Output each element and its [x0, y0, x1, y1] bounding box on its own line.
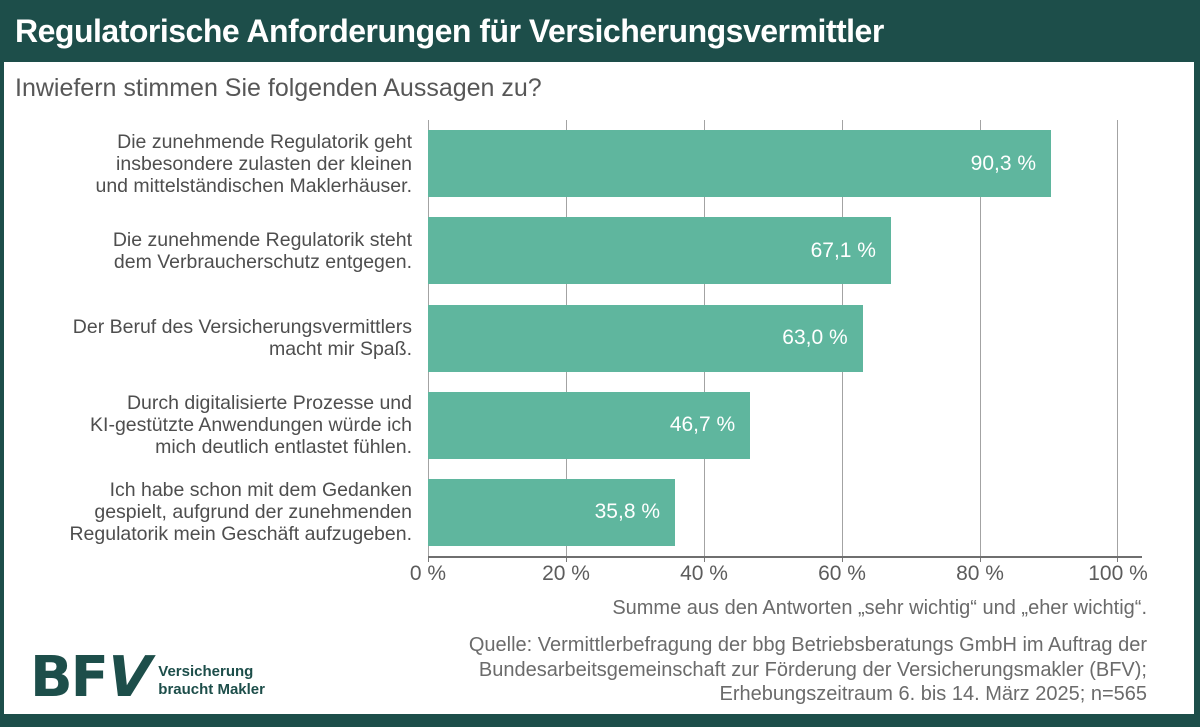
source-text: Quelle: Vermittlerbefragung der bbg Betr… [468, 634, 1147, 705]
chart-row: Die zunehmende Regulatorik geht insbeson… [15, 120, 1142, 207]
x-tick-label: 40 % [680, 562, 728, 585]
bfv-logo: BFV Versicherung braucht Makler [30, 645, 265, 710]
frame-border-bottom [0, 714, 1200, 727]
page-title: Regulatorische Anforderungen für Versich… [15, 12, 884, 49]
x-tick-label: 0 % [409, 562, 447, 585]
bar: 46,7 % [428, 391, 751, 459]
statement-label: Ich habe schon mit dem Gedanken gespielt… [69, 479, 412, 546]
gridline [1117, 120, 1118, 556]
x-tick-label: 60 % [818, 562, 866, 585]
bfv-logo-acronym: BFV [30, 645, 157, 710]
bfv-logo-v: V [98, 645, 157, 710]
statement-label: Durch digitalisierte Prozesse und KI-ges… [90, 392, 412, 459]
axis-tick [842, 556, 843, 562]
chart-footnote: Summe aus den Antworten „sehr wichtig“ u… [612, 597, 1147, 619]
chart-row: Die zunehmende Regulatorik steht dem Ver… [15, 207, 1142, 294]
bar-value-label: 63,0 % [782, 326, 848, 349]
statement-label: Die zunehmende Regulatorik geht insbeson… [95, 130, 412, 197]
bfv-logo-bf: BF [30, 645, 109, 710]
bar: 35,8 % [428, 478, 676, 546]
bar: 63,0 % [428, 304, 863, 372]
axis-tick [428, 556, 429, 562]
gridline [980, 120, 981, 556]
bar-area: 67,1 % [428, 217, 1142, 285]
chart-row: Der Beruf des Versicherungsvermittlers m… [15, 294, 1142, 381]
frame-border-left [0, 62, 4, 727]
chart-row: Ich habe schon mit dem Gedanken gespielt… [15, 469, 1142, 556]
statement-label: Der Beruf des Versicherungsvermittlers m… [72, 316, 412, 360]
chart-row: Durch digitalisierte Prozesse und KI-ges… [15, 382, 1142, 469]
survey-question: Inwiefern stimmen Sie folgenden Aussagen… [15, 74, 542, 102]
bar-value-label: 67,1 % [810, 238, 876, 262]
bar-area: 35,8 % [428, 478, 1142, 546]
axis-tick [980, 556, 981, 562]
bar-area: 90,3 % [428, 130, 1142, 198]
axis-tick [566, 556, 567, 562]
x-tick-label: 80 % [956, 562, 1004, 585]
x-axis-line [428, 556, 1142, 558]
header-bar: Regulatorische Anforderungen für Versich… [0, 0, 1200, 62]
statement-label: Die zunehmende Regulatorik steht dem Ver… [112, 228, 412, 273]
axis-tick [704, 556, 705, 562]
frame-border-right [1194, 62, 1200, 727]
x-tick-label: 100 % [1088, 562, 1148, 585]
bar-value-label: 35,8 % [594, 500, 661, 524]
x-tick-label: 20 % [542, 562, 590, 585]
bar-value-label: 90,3 % [970, 151, 1037, 175]
chart-grid: 0 % 20 % 40 % 60 % 80 % 100 % [410, 120, 1148, 585]
bfv-logo-tagline: Versicherung braucht Makler [158, 663, 265, 698]
axis-tick [1117, 556, 1118, 562]
bar-value-label: 46,7 % [669, 413, 736, 437]
bar: 67,1 % [428, 217, 891, 285]
bar: 90,3 % [428, 130, 1052, 198]
chart-rows: Die zunehmende Regulatorik geht insbeson… [15, 120, 1142, 556]
bar-area: 46,7 % [428, 391, 1142, 459]
bar-area: 63,0 % [428, 304, 1142, 372]
